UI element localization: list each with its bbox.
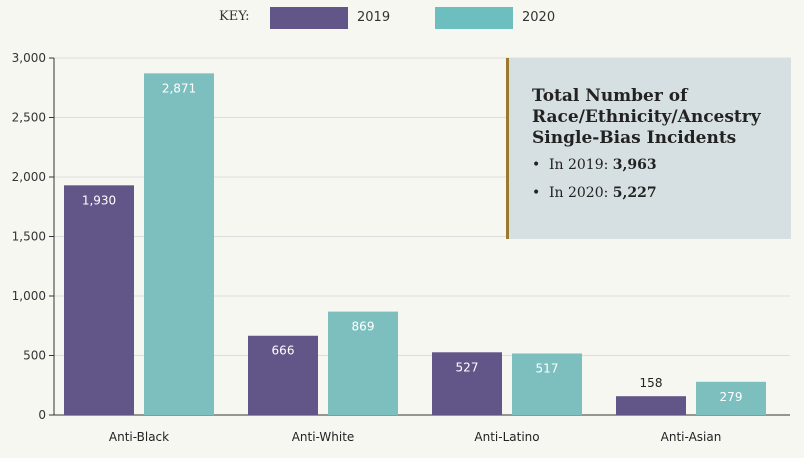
bar-value-label: 666 — [272, 344, 295, 358]
x-tick-label: Anti-Latino — [474, 430, 539, 444]
bar-2020 — [696, 381, 766, 415]
bar-2019 — [64, 185, 134, 415]
x-tick-label: Anti-Black — [109, 430, 169, 444]
callout-item-2020: In 2020: 5,227 — [532, 183, 791, 203]
bar-value-label: 869 — [352, 320, 375, 334]
legend-swatch-2019 — [270, 7, 348, 29]
bar-2019 — [432, 352, 502, 415]
callout-list: In 2019: 3,963 In 2020: 5,227 — [532, 155, 791, 203]
y-tick-label: 0 — [38, 408, 46, 422]
x-tick-label: Anti-White — [292, 430, 355, 444]
bar-2020 — [144, 73, 214, 415]
bar-2019 — [248, 335, 318, 415]
legend-key-label: KEY: — [219, 9, 250, 24]
y-tick-label: 3,000 — [12, 51, 46, 65]
bar-2020 — [328, 311, 398, 415]
y-tick-label: 2,000 — [12, 170, 46, 184]
bar-value-label: 1,930 — [82, 193, 116, 207]
bar-value-label: 2,871 — [162, 81, 196, 95]
chart-legend: KEY: 2019 2020 — [0, 0, 804, 40]
callout-item-2019-value: 3,963 — [612, 157, 657, 173]
totals-callout: Total Number of Race/Ethnicity/Ancestry … — [506, 58, 791, 239]
bar-value-label: 279 — [720, 390, 743, 404]
bar-2020 — [512, 353, 582, 415]
callout-item-2019: In 2019: 3,963 — [532, 155, 791, 175]
callout-item-2020-value: 5,227 — [612, 185, 657, 201]
y-tick-label: 500 — [23, 349, 46, 363]
y-tick-label: 1,500 — [12, 230, 46, 244]
legend-swatch-2020 — [435, 7, 513, 29]
bar-value-label: 517 — [536, 361, 559, 375]
callout-item-2020-prefix: In 2020: — [549, 185, 613, 201]
y-tick-label: 1,000 — [12, 289, 46, 303]
legend-label-2019: 2019 — [357, 10, 391, 25]
callout-title: Total Number of Race/Ethnicity/Ancestry … — [532, 86, 761, 148]
y-tick-label: 2,500 — [12, 111, 46, 125]
x-tick-label: Anti-Asian — [661, 430, 722, 444]
bar-2019 — [616, 396, 686, 415]
callout-item-2019-prefix: In 2019: — [549, 157, 613, 173]
bar-value-label: 158 — [640, 376, 663, 390]
legend-label-2020: 2020 — [522, 10, 556, 25]
bar-value-label: 527 — [456, 360, 479, 374]
